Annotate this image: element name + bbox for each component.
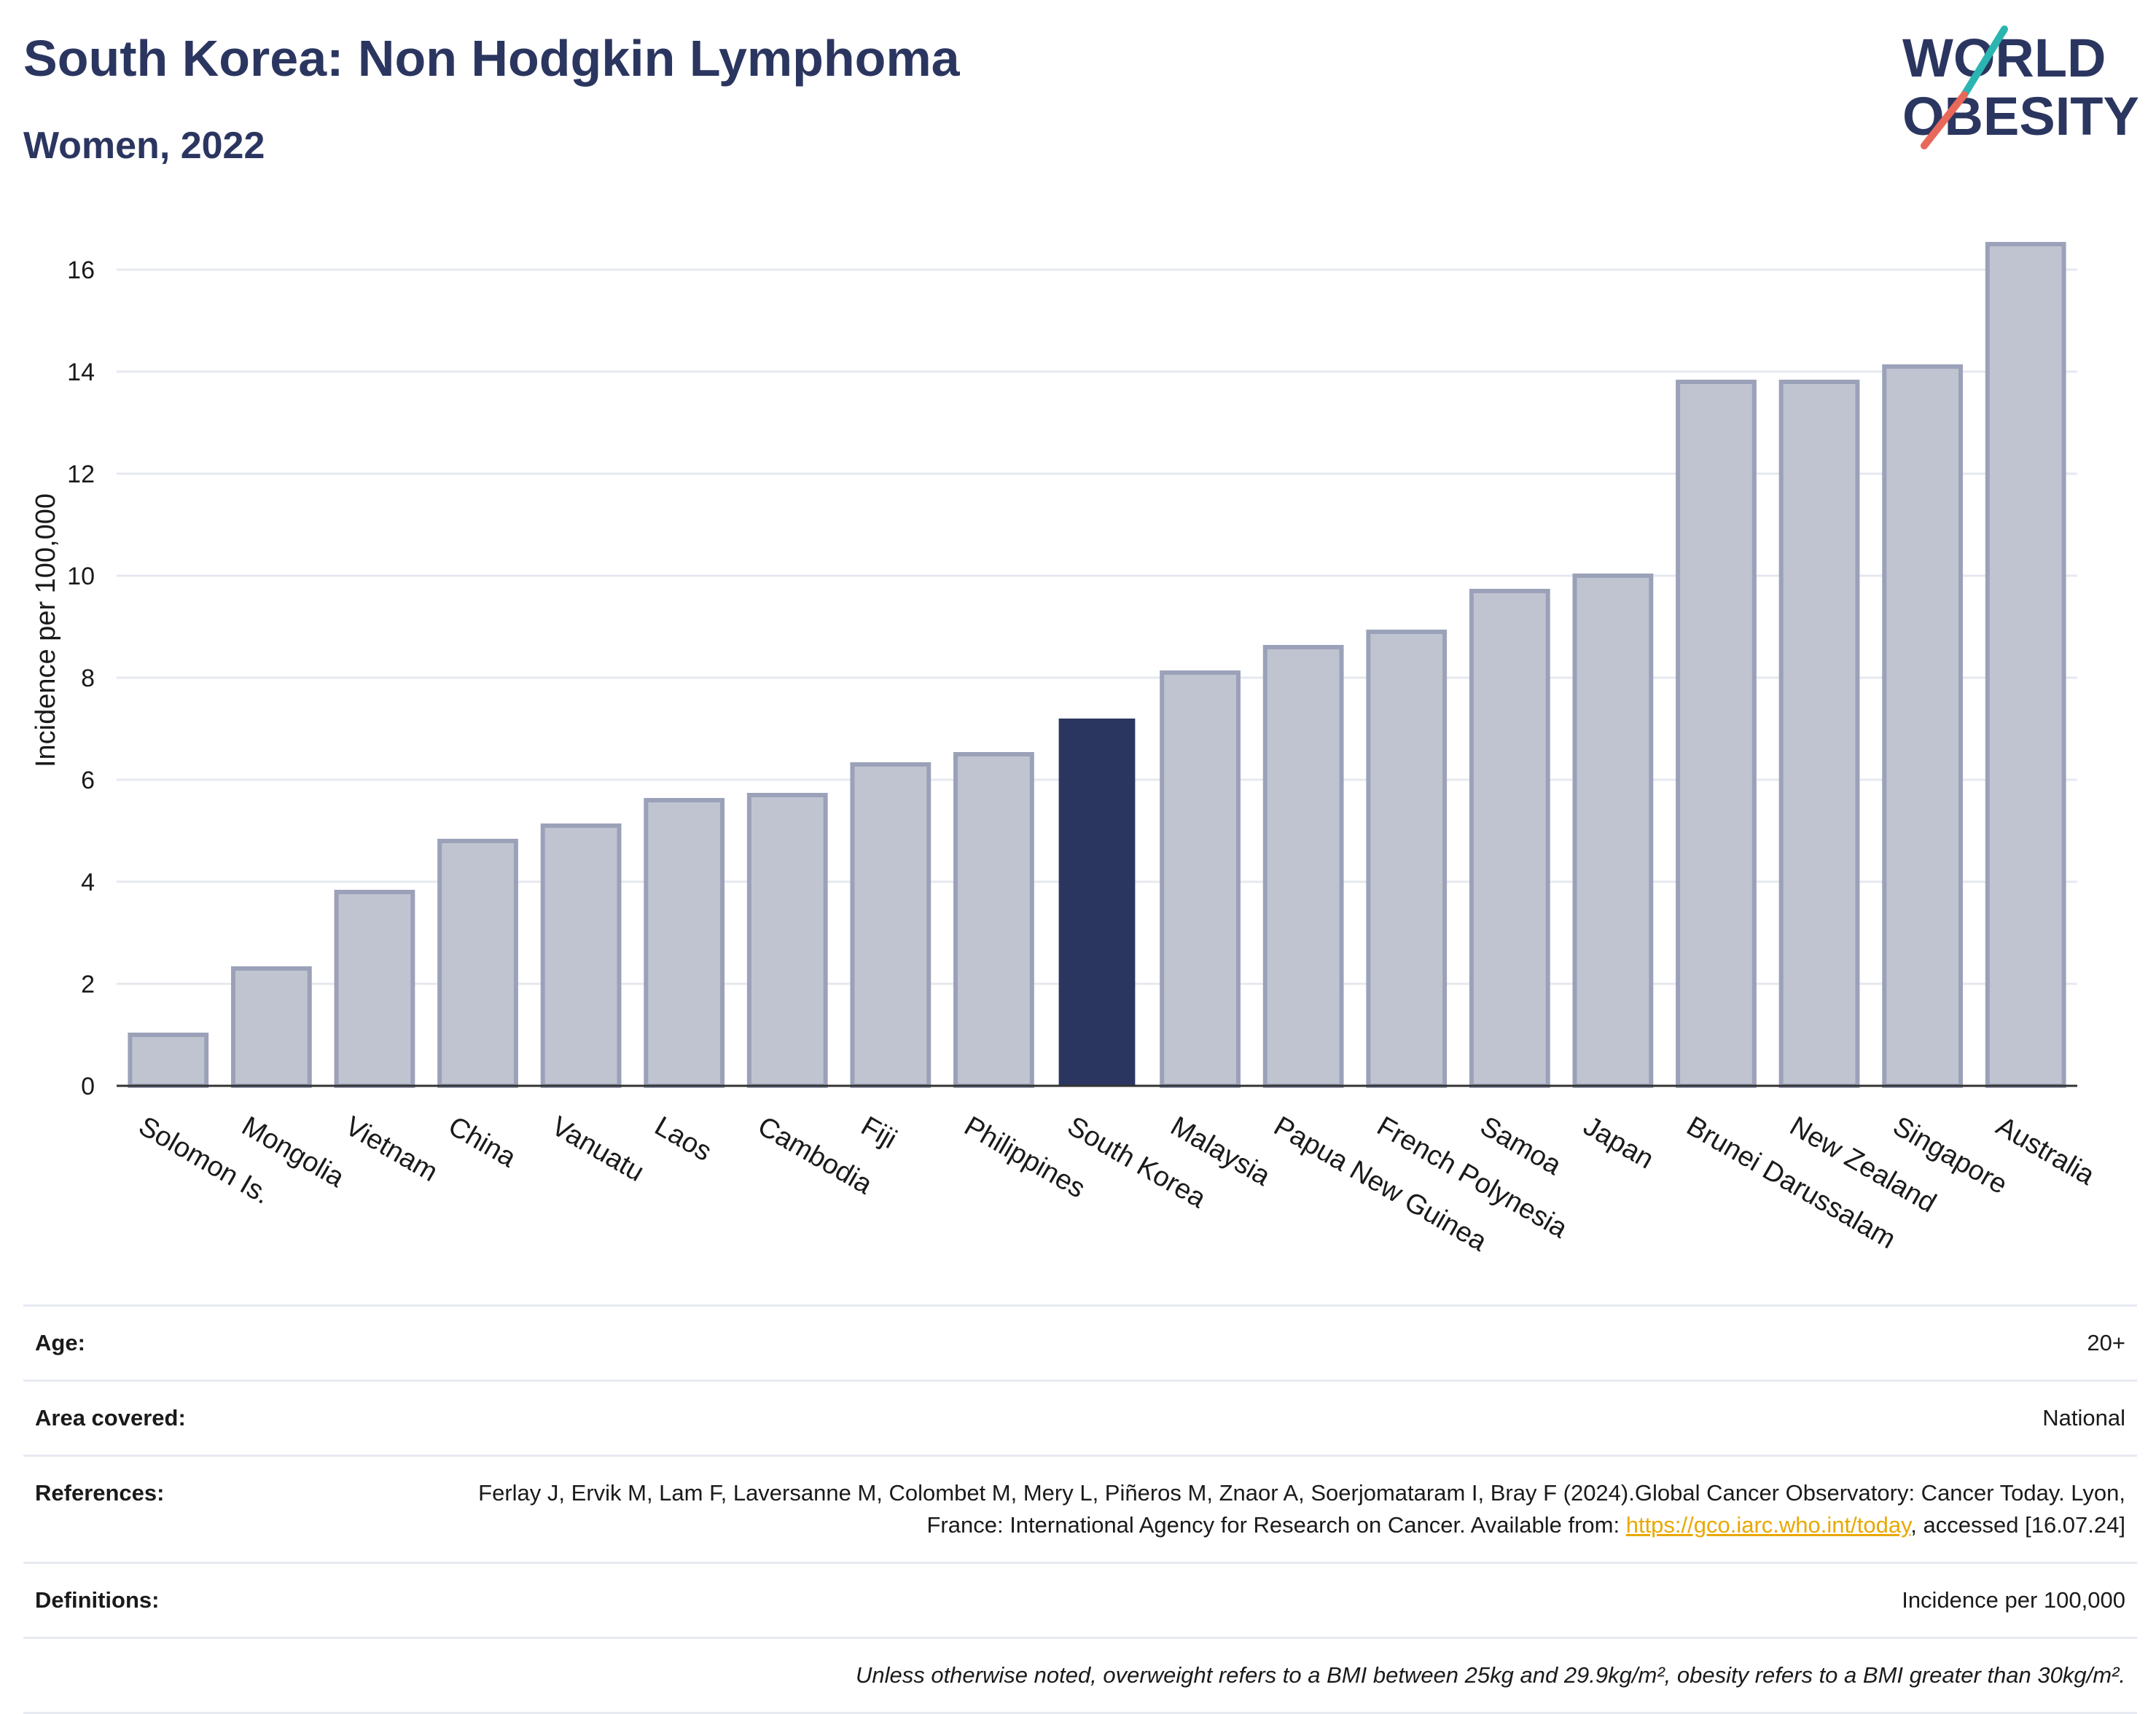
bar-brunei-darussalam: [1676, 380, 1757, 1088]
bar-japan: [1572, 574, 1654, 1088]
bmi-note: Unless otherwise noted, overweight refer…: [855, 1662, 2125, 1688]
references-link[interactable]: https://gco.iarc.who.int/today: [1625, 1512, 1911, 1538]
x-tick-label: Laos: [649, 1111, 716, 1167]
info-row-age: Age: 20+: [23, 1304, 2137, 1380]
logo-line-1: WORLD: [1902, 28, 2106, 88]
bar-samoa: [1469, 589, 1550, 1088]
age-value: 20+: [2087, 1330, 2125, 1355]
bar-mongolia: [230, 966, 312, 1088]
y-tick-label: 8: [81, 665, 95, 692]
bar-laos: [644, 798, 725, 1088]
bar-papua-new-guinea: [1262, 645, 1344, 1088]
bar-fiji: [850, 762, 931, 1088]
area-label: Area covered:: [35, 1405, 186, 1431]
x-tick-label: Fiji: [856, 1111, 902, 1155]
references-value: Ferlay J, Ervik M, Lam F, Laversanne M, …: [449, 1477, 2125, 1541]
definitions-value: Incidence per 100,000: [1902, 1587, 2125, 1613]
y-axis-ticks: 0 2 4 6 8 10 12 14 16: [67, 257, 95, 1100]
bar-vietnam: [334, 890, 415, 1088]
bar-singapore: [1882, 364, 1964, 1088]
age-label: Age:: [35, 1330, 85, 1355]
references-text: Ferlay J, Ervik M, Lam F, Laversanne M, …: [478, 1480, 2125, 1538]
y-tick-label: 14: [67, 359, 95, 386]
world-obesity-logo: WORLD OBESITY: [1902, 26, 2139, 149]
info-row-area: Area covered: National: [23, 1380, 2137, 1455]
logo-slash-coral: [1921, 91, 1968, 149]
bar-cambodia: [746, 793, 828, 1088]
bar-new-zealand: [1778, 380, 1860, 1088]
definitions-label: Definitions:: [35, 1587, 160, 1613]
bar-south-korea: [1058, 719, 1136, 1086]
logo-slash-teal: [1961, 26, 2008, 98]
y-tick-label: 10: [67, 563, 95, 590]
bar-australia: [1985, 242, 2066, 1088]
area-value: National: [2042, 1405, 2125, 1431]
info-row-note: Unless otherwise noted, overweight refer…: [23, 1637, 2137, 1714]
x-tick-label: Vietnam: [340, 1111, 442, 1188]
bar-french-polynesia: [1366, 630, 1448, 1088]
bars: [128, 242, 2066, 1088]
x-tick-label: Japan: [1578, 1111, 1659, 1175]
y-tick-label: 0: [81, 1073, 95, 1100]
y-axis-label: Incidence per 100,000: [31, 493, 61, 767]
y-tick-label: 16: [67, 257, 95, 284]
y-tick-label: 2: [81, 971, 95, 998]
info-row-definitions: Definitions: Incidence per 100,000: [23, 1562, 2137, 1637]
page-subtitle: Women, 2022: [23, 125, 265, 167]
bar-malaysia: [1160, 670, 1241, 1088]
references-label: References:: [35, 1480, 165, 1506]
y-tick-label: 6: [81, 767, 95, 794]
bar-china: [437, 839, 518, 1088]
bar-vanuatu: [540, 823, 622, 1088]
page-title: South Korea: Non Hodgkin Lymphoma: [23, 30, 960, 87]
x-tick-label: Vanuatu: [546, 1111, 649, 1188]
logo-line-2: OBESITY: [1902, 86, 2139, 146]
info-row-references: References: Ferlay J, Ervik M, Lam F, La…: [23, 1455, 2137, 1562]
bar-solomon-is: [128, 1033, 209, 1088]
y-tick-label: 4: [81, 869, 95, 896]
references-suffix: , accessed [16.07.24]: [1910, 1512, 2125, 1538]
x-tick-label: China: [443, 1111, 522, 1173]
x-tick-label: Cambodia: [753, 1111, 878, 1200]
info-table: Age: 20+ Area covered: National Referenc…: [23, 1304, 2137, 1714]
bar-philippines: [953, 752, 1034, 1088]
y-tick-label: 12: [67, 461, 95, 488]
